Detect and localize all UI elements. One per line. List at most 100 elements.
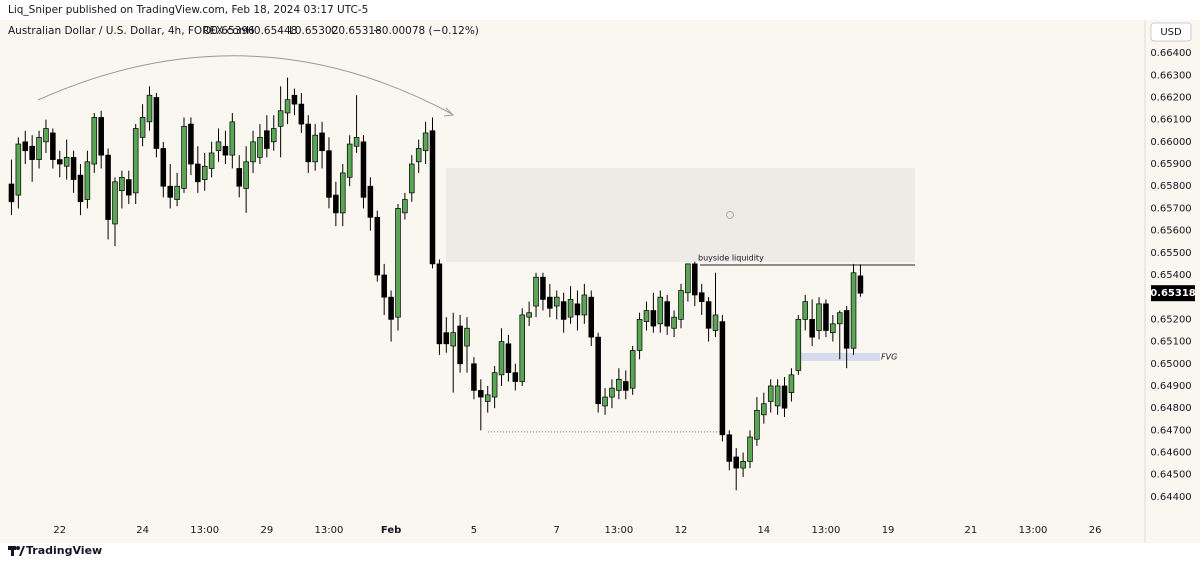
candle-down <box>374 216 381 276</box>
candle-down <box>478 390 484 398</box>
candle-up <box>836 312 843 325</box>
y-tick-label: 0.66100 <box>1150 115 1191 126</box>
candle-down <box>547 296 553 309</box>
candle-up <box>15 143 22 196</box>
y-tick-label: 0.65000 <box>1150 359 1191 370</box>
candle-up <box>215 141 222 152</box>
candle-up <box>243 161 249 189</box>
candle-down <box>857 275 864 294</box>
candle-down <box>367 185 374 218</box>
candle-up <box>229 121 236 156</box>
candle-up <box>616 378 622 391</box>
candle-down <box>512 372 519 382</box>
candle-up <box>464 327 470 347</box>
candle-down <box>236 168 242 187</box>
candle-down <box>381 274 387 298</box>
candle-down <box>388 296 394 320</box>
candle-up <box>409 163 415 194</box>
candle-down <box>160 148 167 187</box>
candle-up <box>208 152 215 169</box>
y-tick-label: 0.64900 <box>1150 381 1191 392</box>
candle-up <box>181 125 187 189</box>
candle-up <box>491 372 498 398</box>
candle-down <box>588 296 595 338</box>
candle-up <box>270 128 277 143</box>
candle-down <box>429 130 436 265</box>
candle-down <box>726 434 733 462</box>
candle-down <box>443 332 450 345</box>
last-price-box <box>1151 285 1195 302</box>
candle-up <box>678 290 684 320</box>
candle-down <box>98 117 104 156</box>
candle-down <box>595 336 601 405</box>
candle-up <box>602 396 608 407</box>
candle-down <box>457 325 463 365</box>
candle-up <box>36 137 42 160</box>
candle-up <box>174 185 180 200</box>
candle-up <box>119 176 125 192</box>
candle-up <box>802 301 808 320</box>
ohlc-open: O0.65396 <box>203 25 255 37</box>
candle-down <box>705 301 712 329</box>
liquidity-label: buyside liquidity <box>698 254 764 263</box>
candle-up <box>712 314 719 331</box>
candle-down <box>305 123 312 163</box>
y-tick-label: 0.66400 <box>1150 48 1191 59</box>
supply-zone <box>446 168 915 262</box>
candle-down <box>843 310 850 349</box>
candle-down <box>692 263 698 296</box>
y-tick-label: 0.64500 <box>1150 470 1191 481</box>
candle-down <box>57 159 63 165</box>
candle-down <box>22 141 29 152</box>
candle-down <box>360 141 367 198</box>
y-tick-label: 0.65800 <box>1150 181 1191 192</box>
last-price: 0.65318 <box>1150 288 1196 299</box>
currency-box[interactable] <box>1150 22 1192 42</box>
x-tick-label: 13:00 <box>315 525 344 536</box>
candle-up <box>774 385 781 407</box>
candle-down <box>8 183 15 203</box>
x-tick-label: 12 <box>675 525 688 536</box>
ohlc-close: C0.65318 <box>331 25 382 37</box>
candle-down <box>574 303 581 316</box>
candle-down <box>664 301 670 327</box>
fvg-label: FVG <box>881 352 897 361</box>
candle-down <box>195 163 201 183</box>
y-tick-label: 0.64600 <box>1150 448 1191 459</box>
candle-up <box>761 403 767 416</box>
candle-up <box>284 99 291 114</box>
candle-up <box>533 276 539 307</box>
candle-down <box>153 97 160 149</box>
currency: USD <box>1160 27 1182 38</box>
candle-up <box>581 294 588 316</box>
x-tick-label: 7 <box>554 525 560 536</box>
candle-down <box>319 132 325 152</box>
candle-up <box>671 316 677 329</box>
chart-background <box>0 20 1200 543</box>
ohlc-high: H0.65448 <box>246 25 297 37</box>
candle-down <box>471 363 477 391</box>
y-tick-label: 0.64700 <box>1150 425 1191 436</box>
candle-down <box>167 185 173 198</box>
y-tick-label: 0.65700 <box>1150 203 1191 214</box>
x-tick-label: 26 <box>1089 525 1102 536</box>
candle-up <box>415 148 422 163</box>
candle-down <box>264 130 270 149</box>
candle-up <box>830 323 836 334</box>
y-tick-label: 0.65600 <box>1150 226 1191 237</box>
y-tick-label: 0.65900 <box>1150 159 1191 170</box>
credit: Liq_Sniper published on TradingView.com,… <box>8 4 368 16</box>
x-tick-label: Feb <box>381 525 401 536</box>
candle-up <box>312 134 318 163</box>
candle-up <box>519 314 525 382</box>
ohlc-change: −0.00078 (−0.12%) <box>373 25 479 37</box>
candle-up <box>526 312 532 318</box>
candle-down <box>326 150 332 198</box>
y-tick-label: 0.65100 <box>1150 337 1191 348</box>
candle-up <box>629 350 636 389</box>
candle-down <box>188 123 194 165</box>
candle-up <box>353 137 360 147</box>
candle-up <box>767 385 774 402</box>
x-tick-label: 5 <box>471 525 477 536</box>
candle-up <box>567 299 574 318</box>
